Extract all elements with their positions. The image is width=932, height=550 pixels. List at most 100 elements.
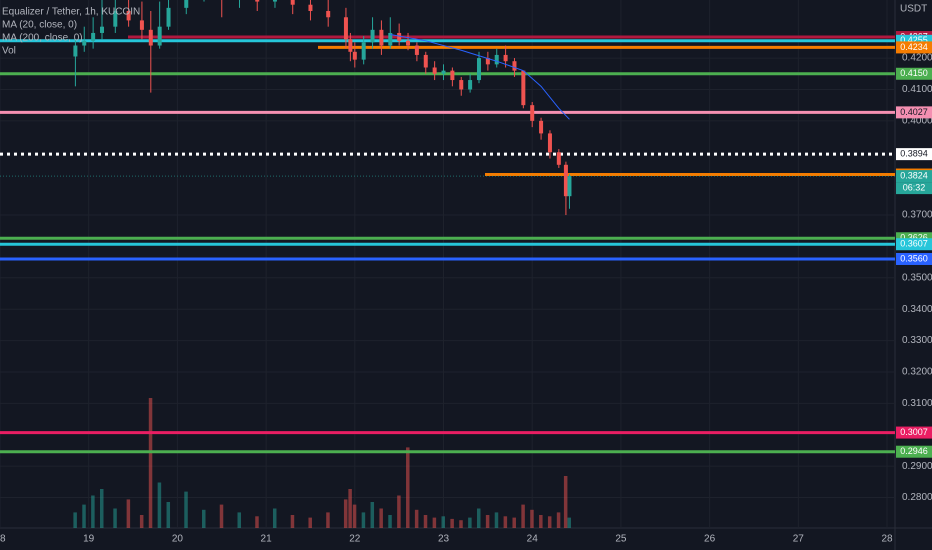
candle-body <box>73 45 78 57</box>
volume-bar <box>563 476 568 528</box>
volume-bar <box>512 517 516 528</box>
x-tick-label: 19 <box>83 534 95 545</box>
price-label: 0.2946 <box>900 446 928 456</box>
y-tick-label: 0.4100 <box>902 84 932 95</box>
volume-bar <box>414 509 419 528</box>
volume-bar <box>237 512 241 528</box>
price-label: 0.3626 <box>900 233 928 243</box>
price-label: 0.4234 <box>900 42 928 52</box>
candle-body <box>423 54 428 68</box>
volume-bar <box>148 398 153 528</box>
x-tick-label: 22 <box>349 534 361 545</box>
candle-body <box>326 10 331 18</box>
candle-body <box>503 54 508 62</box>
price-label: 0.4255 <box>900 35 928 45</box>
price-label: 0.3560 <box>900 253 928 263</box>
level-labels: 0.42670.42550.42340.41500.40270.38940.38… <box>896 31 932 458</box>
volume-bar <box>308 517 312 528</box>
volume-bar <box>352 504 357 528</box>
volume-bar <box>219 504 224 528</box>
volume-bar <box>432 517 437 528</box>
candle-body <box>388 32 393 46</box>
price-label-box <box>896 238 932 251</box>
candle-body <box>290 0 295 5</box>
volume-bar <box>343 499 348 528</box>
candle-body <box>567 176 572 197</box>
candle-body <box>100 26 105 33</box>
volume-bar <box>441 516 446 528</box>
price-label: 0.3824 <box>900 170 928 180</box>
y-tick-label: 0.4200 <box>902 53 932 64</box>
volume-bar <box>567 517 571 528</box>
candle-body <box>397 32 402 41</box>
candle-body <box>459 80 464 90</box>
y-tick-label: 0.2900 <box>902 461 932 472</box>
volume-bar <box>348 489 352 528</box>
candle-body <box>255 0 260 2</box>
price-label-box <box>896 41 932 54</box>
candle-body <box>308 4 313 11</box>
y-tick-label: 0.3200 <box>902 367 932 378</box>
volume-bar <box>361 512 366 528</box>
candle-body <box>379 29 384 46</box>
x-tick-label: 26 <box>704 534 716 545</box>
x-tick-label: 25 <box>615 534 627 545</box>
price-label: 0.4027 <box>900 107 928 117</box>
x-tick-label: 27 <box>793 534 805 545</box>
candle-body <box>441 70 446 74</box>
x-tick-label: 24 <box>527 534 539 545</box>
price-label: 0.4150 <box>900 68 928 78</box>
volume-bar <box>290 515 295 528</box>
volume-bar <box>468 517 472 528</box>
price-label: 0.3607 <box>900 239 928 249</box>
volume-bar <box>139 515 144 528</box>
candles <box>73 0 572 216</box>
y-tick-label: 0.3300 <box>902 335 932 346</box>
x-tick-label: 18 <box>0 534 6 545</box>
candle-body <box>494 54 499 65</box>
volume-bar <box>370 502 375 528</box>
candle-body <box>272 0 277 2</box>
volume-bar <box>450 518 454 528</box>
volume-bar <box>388 515 392 528</box>
price-label-box <box>896 445 932 458</box>
volume-bar <box>73 512 77 528</box>
candle-body <box>91 32 96 41</box>
volume-bar <box>100 489 104 528</box>
chart-title: Equalizer / Tether, 1h, KUCOIN <box>2 7 140 18</box>
candle-body <box>343 17 348 40</box>
volume-bar <box>126 499 131 528</box>
indicator: MA (20, close, 0) <box>2 20 77 31</box>
candle-body <box>468 80 473 90</box>
volume-bar <box>166 502 171 528</box>
price-label-box <box>896 426 932 439</box>
volume-bar <box>556 512 561 528</box>
currency: USDT <box>900 4 927 15</box>
candle-body <box>82 40 87 46</box>
volume-bar <box>530 509 534 528</box>
y-tick-label: 0.4000 <box>902 115 932 126</box>
volume-bar <box>406 447 410 528</box>
volume-bar <box>423 515 428 528</box>
ma-line <box>390 34 570 120</box>
volume-bar <box>184 491 188 528</box>
price-label-box <box>896 67 932 80</box>
candle-body <box>530 105 535 121</box>
price-label: 0.3894 <box>900 149 928 159</box>
candle-body <box>512 61 517 71</box>
candle-body <box>370 29 375 43</box>
countdown-box <box>896 182 932 195</box>
candle-body <box>126 10 131 21</box>
volume-bar <box>494 512 499 528</box>
volume-bar <box>255 516 259 528</box>
candle-body <box>432 67 437 74</box>
candle-body <box>539 120 544 134</box>
x-tick-label: 20 <box>172 534 184 545</box>
candle-body <box>521 70 526 106</box>
candle-body <box>406 40 411 46</box>
candle-body <box>352 51 357 60</box>
volume-bar <box>397 495 401 528</box>
candle-body <box>184 0 189 8</box>
candle-body <box>450 70 455 81</box>
